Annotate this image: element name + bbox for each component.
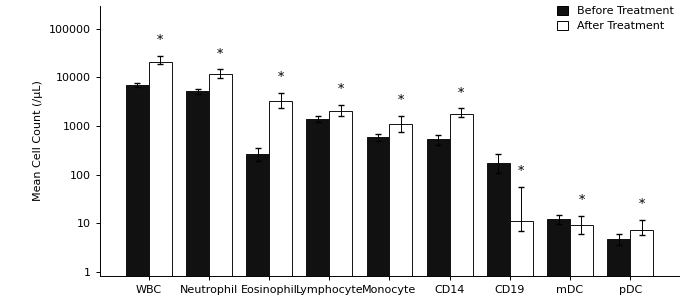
Bar: [149, 62, 172, 301]
Bar: [126, 85, 149, 301]
Text: *: *: [578, 194, 584, 207]
Bar: [269, 101, 292, 301]
Text: *: *: [338, 83, 344, 96]
Text: *: *: [638, 198, 645, 211]
Text: *: *: [157, 34, 163, 47]
Text: *: *: [518, 165, 525, 178]
Bar: [510, 221, 533, 301]
Text: *: *: [217, 48, 223, 61]
Y-axis label: Mean Cell Count (/μL): Mean Cell Count (/μL): [33, 81, 43, 201]
Bar: [306, 119, 329, 301]
Text: *: *: [398, 95, 404, 107]
Bar: [247, 154, 269, 301]
Bar: [630, 230, 653, 301]
Bar: [449, 113, 473, 301]
Bar: [186, 91, 209, 301]
Text: *: *: [277, 71, 284, 84]
Bar: [547, 219, 570, 301]
Legend: Before Treatment, After Treatment: Before Treatment, After Treatment: [557, 6, 674, 31]
Bar: [366, 138, 390, 301]
Text: *: *: [458, 87, 464, 100]
Bar: [329, 111, 352, 301]
Bar: [209, 74, 232, 301]
Bar: [570, 225, 593, 301]
Bar: [487, 163, 510, 301]
Bar: [390, 124, 412, 301]
Bar: [608, 239, 630, 301]
Bar: [427, 139, 449, 301]
